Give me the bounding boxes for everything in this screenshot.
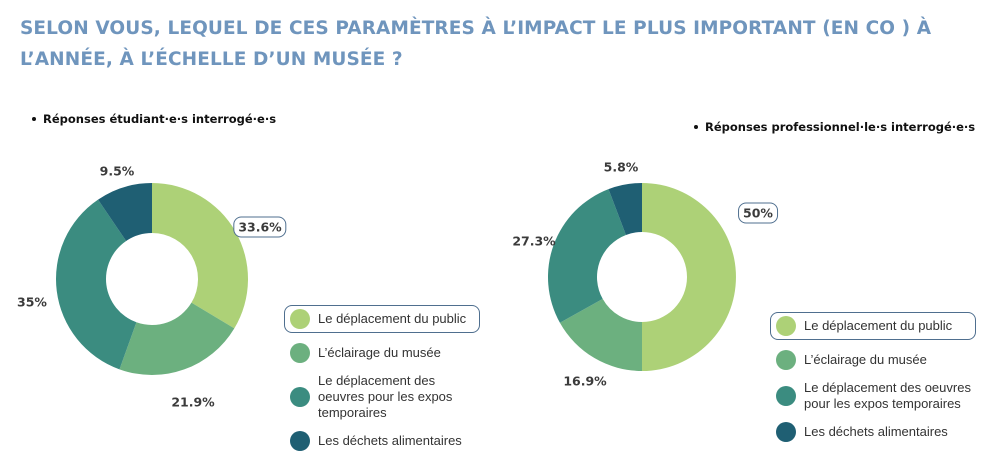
legend-swatch-icon [776,386,796,406]
students-legend-label-3: Les déchets alimentaires [318,433,462,448]
students-legend: Le déplacement du public L’éclairage du m… [284,305,480,461]
professionals-subtitle-text: Réponses professionnel·le·s interrogé·e·… [705,120,976,134]
bullet-icon [694,124,698,129]
professionals-value-label-1: 16.9% [563,373,607,389]
students-subtitle: Réponses étudiant·e·s interrogé·e·s [32,112,276,126]
professionals-legend-item-1: L’éclairage du musée [776,350,976,370]
students-legend-item-2: Le déplacement des oeuvres pour les expo… [290,373,480,421]
legend-swatch-icon [776,350,796,370]
students-value-label-3: 9.5% [99,163,135,179]
students-value-label-0: 33.6% [233,216,287,238]
page-title: SELON VOUS, LEQUEL DE CES PARAMÈTRES À L… [20,18,932,70]
professionals-legend-label-3: Les déchets alimentaires [804,424,948,439]
professionals-legend-item-2: Le déplacement des oeuvres pour les expo… [776,380,976,412]
professionals-legend-label-0: Le déplacement du public [804,318,953,333]
professionals-legend-label-1: L’éclairage du musée [804,352,927,367]
professionals-value-label-3: 5.8% [603,159,639,175]
professionals-slice-3 [608,183,642,235]
students-legend-item-0: Le déplacement du public [284,305,480,333]
students-slice-0 [152,183,249,329]
professionals-slice-1 [559,298,642,371]
students-legend-label-0: Le déplacement du public [318,311,467,326]
students-legend-label-1: L’éclairage du musée [318,345,441,360]
professionals-legend-item-0: Le déplacement du public [770,312,976,340]
professionals-slice-2 [547,189,626,323]
students-slice-3 [98,183,152,241]
students-value-label-1: 21.9% [171,394,215,410]
legend-swatch-icon [290,387,310,407]
students-legend-item-1: L’éclairage du musée [290,343,480,363]
professionals-legend: Le déplacement du public L’éclairage du m… [770,312,976,452]
legend-swatch-icon [290,309,310,329]
legend-swatch-icon [776,422,796,442]
legend-swatch-icon [290,431,310,451]
professionals-slice-0 [642,183,736,371]
professionals-subtitle: Réponses professionnel·le·s interrogé·e·… [694,120,975,134]
legend-swatch-icon [290,343,310,363]
students-legend-item-3: Les déchets alimentaires [290,431,480,451]
students-legend-label-2: Le déplacement des oeuvres pour les expo… [318,373,453,420]
students-subtitle-text: Réponses étudiant·e·s interrogé·e·s [43,112,277,126]
students-slice-2 [56,199,137,370]
legend-swatch-icon [776,316,796,336]
professionals-legend-label-2: Le déplacement des oeuvres pour les expo… [804,380,971,411]
professionals-value-label-2: 27.3% [512,233,556,249]
professionals-value-label-0: 50% [738,202,778,224]
bullet-icon [32,116,36,121]
professionals-legend-item-3: Les déchets alimentaires [776,422,976,442]
students-value-label-2: 35% [17,294,47,310]
students-slice-1 [119,302,235,375]
